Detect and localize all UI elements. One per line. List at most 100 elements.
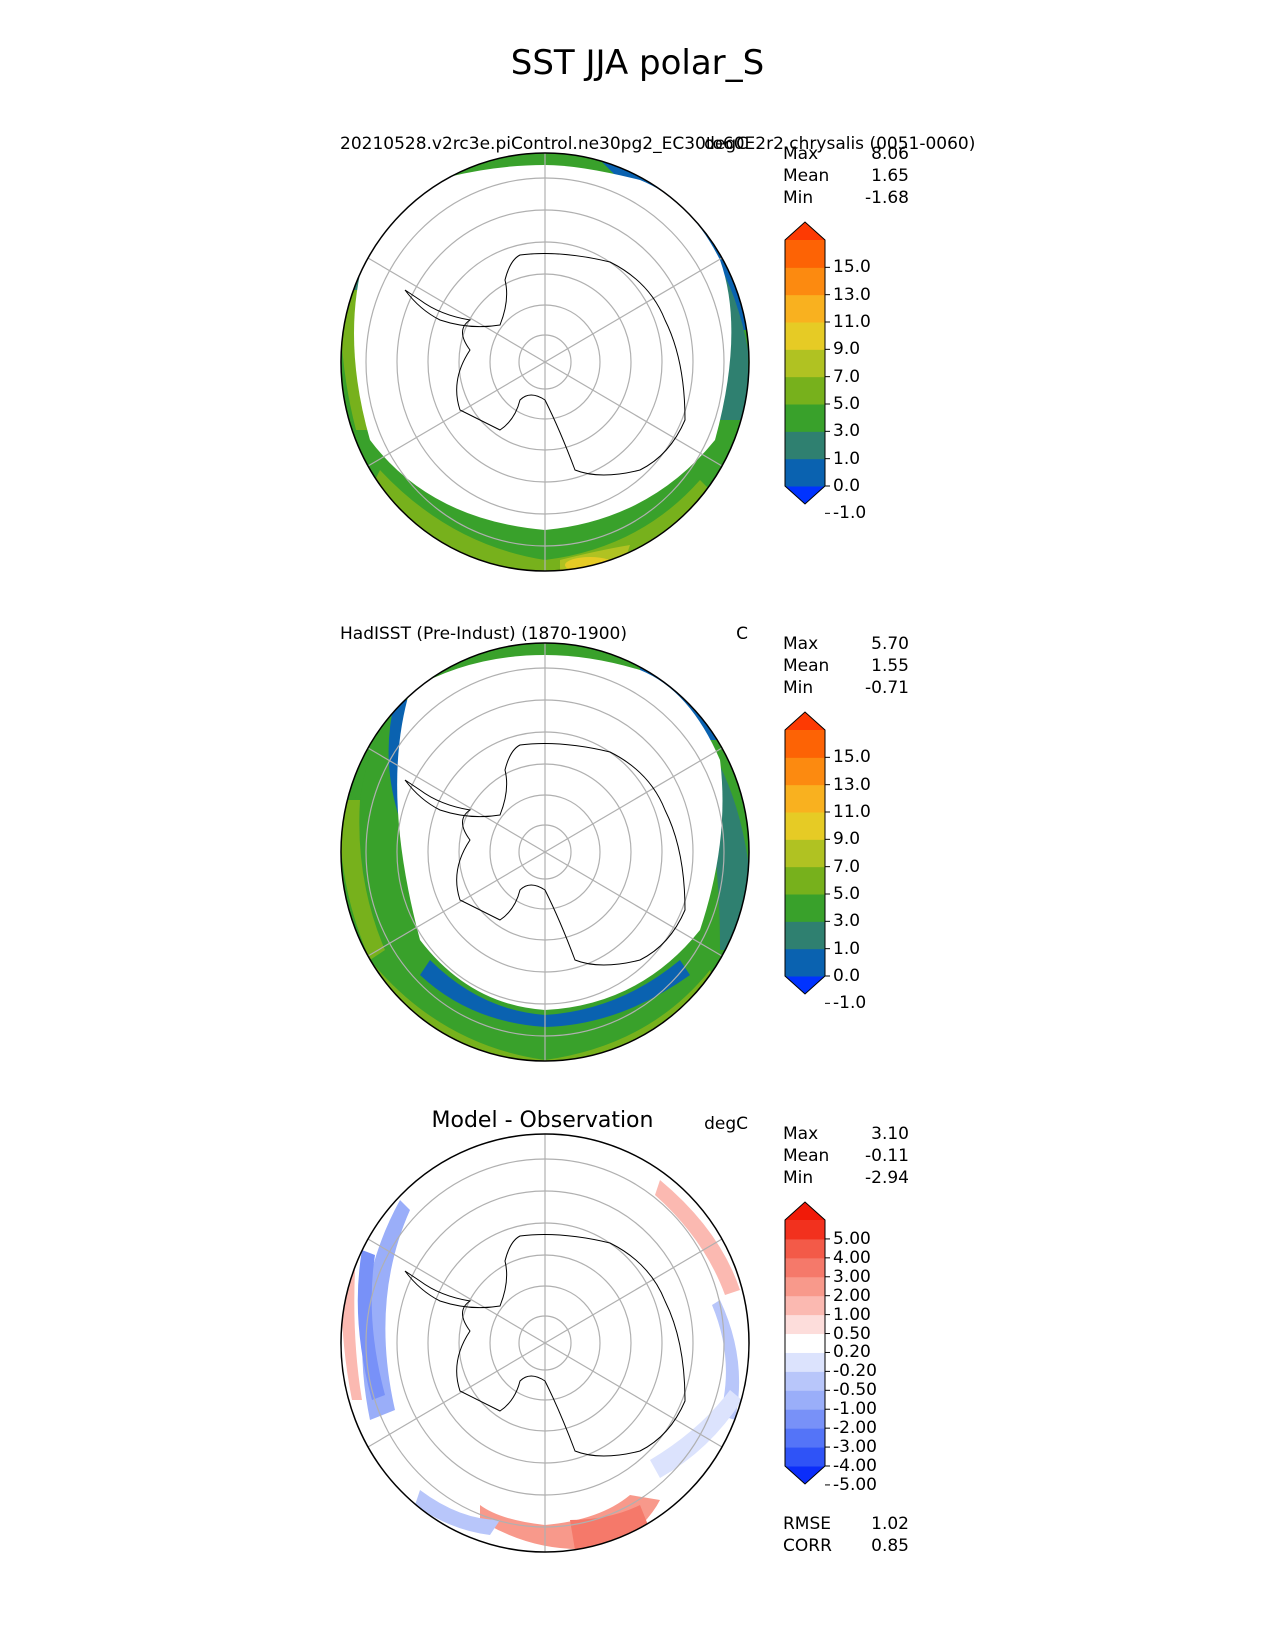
colorbar-tick-label: -5.00 <box>833 1474 877 1495</box>
colorbar-tick-label: 3.0 <box>833 911 861 932</box>
colorbar-bin <box>785 1352 825 1372</box>
stat-max-label: Max <box>783 144 819 164</box>
stat-min-value: -1.68 <box>865 188 909 208</box>
colorbar-tick-label: 9.0 <box>833 829 861 850</box>
panel3-metrics: RMSE 1.02 CORR 0.85 <box>783 1514 909 1560</box>
colorbar-tick-label: 0.20 <box>833 1342 871 1363</box>
gridlines <box>365 643 725 1061</box>
colorbar-bin <box>785 349 825 378</box>
colorbar-extend-high <box>785 712 825 730</box>
stat-max-value: 8.06 <box>871 144 909 164</box>
ocean-field <box>565 557 615 571</box>
ocean-field <box>712 1300 740 1420</box>
colorbar-tick-label: -1.0 <box>833 503 867 524</box>
panel2-stats: Max 5.70 Mean 1.55 Min -0.71 <box>783 634 909 704</box>
colorbar-bin <box>785 730 825 758</box>
antarctica-coastline <box>404 253 686 476</box>
map-boundary <box>340 642 750 1062</box>
ocean-field <box>650 1390 742 1478</box>
ocean-field <box>341 800 385 960</box>
colorbar-tick-label: 7.0 <box>833 366 861 387</box>
colorbar-tick-label: 11.0 <box>833 312 871 332</box>
colorbar-bin <box>785 1447 825 1467</box>
stat-min-label: Min <box>783 188 814 208</box>
colorbar-bin <box>785 267 825 296</box>
colorbar-tick-label: 5.0 <box>833 884 861 904</box>
colorbar-bin <box>785 1220 825 1240</box>
panel1-stats: Max 8.06 Mean 1.65 Min -1.68 <box>783 144 909 214</box>
colorbar-tick-label: 3.00 <box>833 1266 871 1287</box>
stat-min-value: -2.94 <box>865 1168 909 1188</box>
colorbar-tick-label: 3.0 <box>833 421 861 442</box>
colorbar-tick-label: 0.0 <box>833 476 861 496</box>
colorbar-tick-label: 1.0 <box>833 448 861 469</box>
colorbar-bin <box>785 404 825 432</box>
colorbar-tick-label: -4.00 <box>833 1456 877 1476</box>
stat-max-label: Max <box>783 1124 819 1144</box>
stat-min-value: -0.71 <box>865 678 909 698</box>
colorbar-bin <box>785 1371 825 1391</box>
colorbar-tick-label: 9.0 <box>833 339 861 360</box>
colorbar-bin <box>785 1409 825 1429</box>
colorbar-tick-label: 4.00 <box>833 1247 871 1268</box>
colorbar-bin <box>785 948 825 977</box>
stat-min-label: Min <box>783 1168 814 1188</box>
colorbar-tick-label: -0.20 <box>833 1361 877 1382</box>
stat-mean-value: 1.65 <box>871 166 909 186</box>
colorbar-bin <box>785 1428 825 1448</box>
colorbar-tick-label: 0.0 <box>833 966 861 986</box>
stat-mean-value: 1.55 <box>871 656 909 676</box>
panel2-units: C <box>736 624 748 644</box>
panel3-colorbar <box>784 1201 830 1486</box>
stat-max-value: 3.10 <box>871 1124 909 1144</box>
ocean-field <box>341 1270 362 1400</box>
rmse-value: 1.02 <box>871 1514 909 1534</box>
map-boundary <box>340 152 750 572</box>
colorbar-bin <box>785 1295 825 1316</box>
colorbar-tick-label: 2.00 <box>833 1285 871 1306</box>
colorbar-tick-label: 1.0 <box>833 938 861 959</box>
colorbar-tick-label: 1.00 <box>833 1304 871 1325</box>
colorbar-bin <box>785 1390 825 1410</box>
stat-max-value: 5.70 <box>871 634 909 654</box>
stat-min-label: Min <box>783 678 814 698</box>
panel3-map <box>340 1133 750 1553</box>
colorbar-tick-label: 5.0 <box>833 394 861 414</box>
ocean-field <box>650 680 748 950</box>
colorbar-bin <box>785 784 825 813</box>
corr-value: 0.85 <box>871 1536 909 1556</box>
panel2-map <box>340 642 750 1062</box>
colorbar-bin <box>785 839 825 868</box>
corr-label: CORR <box>783 1536 832 1556</box>
panel3-title: Model - Observation <box>431 1108 654 1133</box>
colorbar-tick-label: 13.0 <box>833 284 871 305</box>
colorbar-tick-label: 7.0 <box>833 856 861 877</box>
colorbar-tick-label: 11.0 <box>833 802 871 822</box>
colorbar-extend-low <box>785 486 825 504</box>
ocean-field <box>357 1250 385 1400</box>
colorbar-tick-label: 15.0 <box>833 747 871 768</box>
colorbar-extend-low <box>785 976 825 994</box>
map-boundary <box>340 1133 750 1553</box>
colorbar-bin <box>785 1257 825 1278</box>
figure-title: SST JJA polar_S <box>510 43 765 83</box>
stat-max-label: Max <box>783 634 819 654</box>
panel1-units: degC <box>704 134 748 154</box>
rmse-label: RMSE <box>783 1514 832 1534</box>
ocean-field <box>370 470 720 571</box>
ocean-field <box>420 960 690 1027</box>
colorbar-extend-high <box>785 1202 825 1220</box>
colorbar-bin <box>785 240 825 268</box>
stat-mean-value: -0.11 <box>865 1146 909 1166</box>
colorbar-bin <box>785 866 825 895</box>
colorbar-bin <box>785 1276 825 1297</box>
stat-mean-label: Mean <box>783 656 830 676</box>
panel1-left-title: 20210528.v2rc3e.piControl.ne30pg2_EC30to… <box>340 134 976 154</box>
colorbar-bin <box>785 376 825 405</box>
colorbar-bin <box>785 1238 825 1259</box>
colorbar-tick-label: -1.0 <box>833 993 867 1014</box>
colorbar-tick-label: 13.0 <box>833 774 871 795</box>
antarctica-coastline <box>404 743 686 966</box>
panel2-left-title: HadISST (Pre-Indust) (1870-1900) <box>340 624 628 644</box>
gridlines <box>365 1134 725 1552</box>
